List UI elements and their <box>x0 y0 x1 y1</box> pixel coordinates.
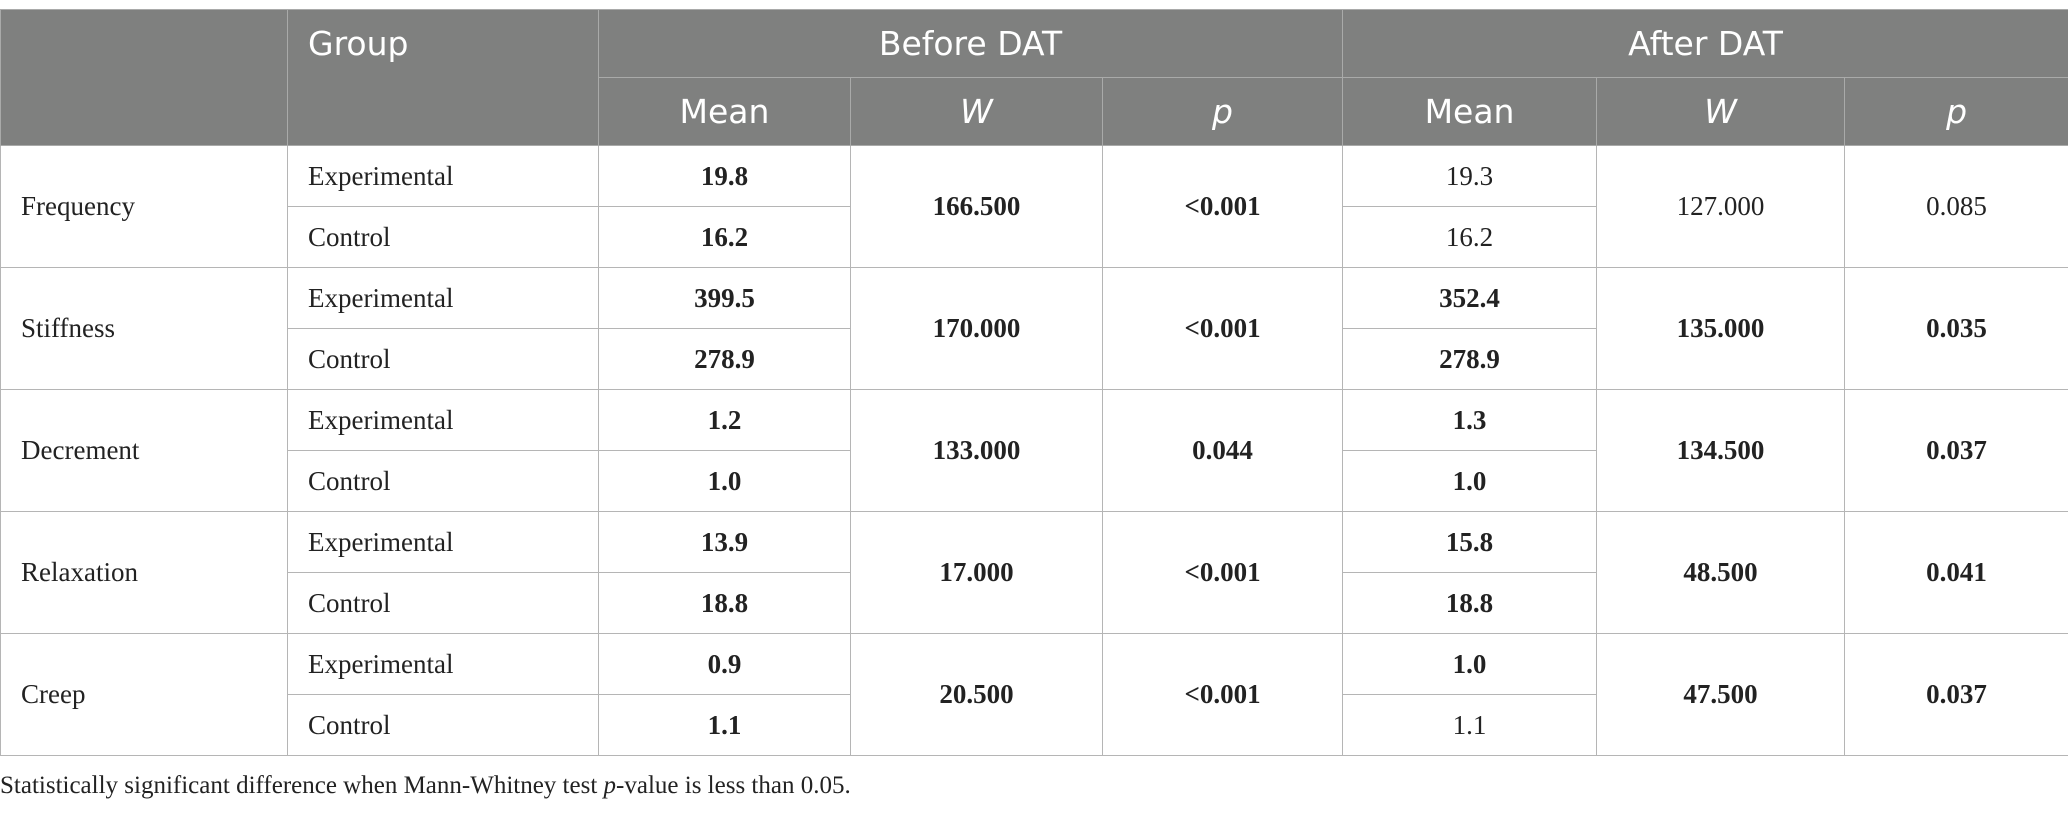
footnote-italic-p: p <box>603 772 617 799</box>
header-before-p: p <box>1101 77 1344 146</box>
after-w-cell: 48.500 <box>1596 511 1846 634</box>
before-mean-cell: 16.2 <box>598 206 851 268</box>
before-p-cell: <0.001 <box>1101 633 1344 756</box>
before-mean-cell: 399.5 <box>598 267 851 329</box>
group-cell: Experimental <box>287 389 599 451</box>
group-cell: Control <box>287 694 599 756</box>
table-row: Decrement Experimental 1.2 133.000 0.044… <box>0 389 2068 512</box>
after-mean-cell: 1.3 <box>1342 389 1598 451</box>
table-row: Stiffness Experimental 399.5 170.000 <0.… <box>0 267 2068 390</box>
group-cell: Control <box>287 450 599 512</box>
after-p-cell: 0.041 <box>1844 511 2068 634</box>
footnote-text-start: Statistically significant difference whe… <box>0 772 604 799</box>
parameter-cell: Creep <box>0 633 288 756</box>
after-p-cell: 0.037 <box>1844 389 2068 512</box>
group-cell: Control <box>287 328 599 390</box>
header-after-p: p <box>1844 77 2068 146</box>
footnote-text-end: -value is less than 0.05. <box>616 772 851 799</box>
before-mean-cell: 19.8 <box>598 145 851 207</box>
parameter-cell: Frequency <box>0 145 288 268</box>
table-row: Control 1.0 1.0 <box>1 450 2068 512</box>
after-mean-cell: 1.0 <box>1342 450 1598 512</box>
after-w-cell: 135.000 <box>1596 267 1846 390</box>
after-mean-cell: 16.2 <box>1342 206 1598 268</box>
table-row: Control 278.9 278.9 <box>1 328 2068 390</box>
after-w-cell: 47.500 <box>1596 633 1846 756</box>
before-mean-cell: 278.9 <box>598 328 851 390</box>
before-mean-cell: 0.9 <box>598 633 851 695</box>
after-mean-cell: 352.4 <box>1342 267 1598 329</box>
group-cell: Experimental <box>287 267 599 329</box>
after-mean-cell: 19.3 <box>1342 145 1598 207</box>
header-row-top: Group Before DAT After DAT <box>0 9 2068 146</box>
after-w-cell: 127.000 <box>1596 145 1846 268</box>
before-w-cell: 170.000 <box>850 267 1103 390</box>
before-p-cell: <0.001 <box>1101 267 1344 390</box>
before-mean-cell: 1.2 <box>598 389 851 451</box>
after-w-cell: 134.500 <box>1596 389 1846 512</box>
group-cell: Experimental <box>287 511 599 573</box>
before-w-cell: 166.500 <box>850 145 1103 268</box>
table-header: Group Before DAT After DAT Mean W p Mean… <box>0 9 2068 146</box>
after-mean-cell: 278.9 <box>1342 328 1598 390</box>
after-mean-cell: 1.1 <box>1342 694 1598 756</box>
table-row: Creep Experimental 0.9 20.500 <0.001 1.0… <box>0 633 2068 756</box>
before-mean-cell: 18.8 <box>598 572 851 634</box>
header-before-dat: Before DAT <box>597 9 1344 78</box>
header-parameter-cell <box>0 9 288 146</box>
group-cell: Experimental <box>287 145 599 207</box>
parameter-cell: Decrement <box>0 389 288 512</box>
parameter-cell: Stiffness <box>0 267 288 390</box>
header-after-dat: After DAT <box>1342 9 2068 78</box>
after-mean-cell: 1.0 <box>1342 633 1598 695</box>
table-row: Relaxation Experimental 13.9 17.000 <0.0… <box>0 511 2068 634</box>
header-row-sub: Mean W p Mean W p <box>1 77 2068 146</box>
group-cell: Control <box>287 572 599 634</box>
group-cell: Control <box>287 206 599 268</box>
after-p-cell: 0.037 <box>1844 633 2068 756</box>
before-p-cell: <0.001 <box>1101 145 1344 268</box>
before-mean-cell: 1.0 <box>598 450 851 512</box>
header-after-w: W <box>1596 77 1846 146</box>
parameter-cell: Relaxation <box>0 511 288 634</box>
after-mean-cell: 18.8 <box>1342 572 1598 634</box>
before-mean-cell: 1.1 <box>598 694 851 756</box>
before-p-cell: <0.001 <box>1101 511 1344 634</box>
before-w-cell: 17.000 <box>850 511 1103 634</box>
before-w-cell: 20.500 <box>850 633 1103 756</box>
before-mean-cell: 13.9 <box>598 511 851 573</box>
header-after-mean: Mean <box>1342 77 1598 146</box>
results-table: Group Before DAT After DAT Mean W p Mean… <box>0 9 2068 756</box>
header-group-cell: Group <box>287 9 599 146</box>
results-table-container: Group Before DAT After DAT Mean W p Mean… <box>0 9 2068 756</box>
after-mean-cell: 15.8 <box>1342 511 1598 573</box>
before-p-cell: 0.044 <box>1101 389 1344 512</box>
table-body: Frequency Experimental 19.8 166.500 <0.0… <box>0 145 2068 756</box>
table-row: Frequency Experimental 19.8 166.500 <0.0… <box>0 145 2068 268</box>
header-before-mean: Mean <box>598 77 851 146</box>
group-cell: Experimental <box>287 633 599 695</box>
table-footnote: Statistically significant difference whe… <box>0 772 851 800</box>
before-w-cell: 133.000 <box>850 389 1103 512</box>
header-before-w: W <box>850 77 1103 146</box>
table-row: Control 1.1 1.1 <box>1 694 2068 756</box>
after-p-cell: 0.035 <box>1844 267 2068 390</box>
after-p-cell: 0.085 <box>1844 145 2068 268</box>
